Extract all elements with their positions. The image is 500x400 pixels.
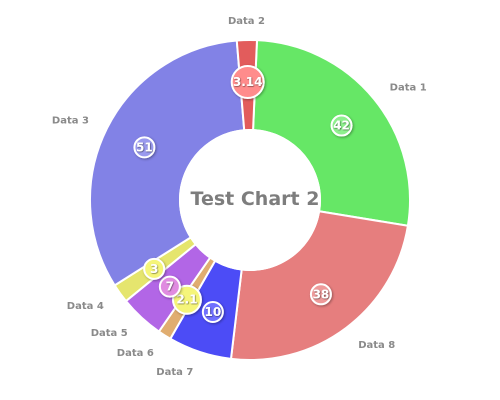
- slice-label-data-4: Data 4: [67, 301, 104, 312]
- donut-hole: [179, 129, 321, 271]
- slice-label-data-6: Data 6: [117, 348, 154, 359]
- value-badge-text: 3: [150, 262, 158, 276]
- slice-label-data-1: Data 1: [390, 82, 427, 93]
- value-badge-circle: [201, 300, 224, 323]
- value-badge-data-1: 42: [330, 114, 353, 137]
- value-badge-circle: [171, 284, 202, 315]
- slice-label-data-2: Data 2: [228, 16, 265, 27]
- value-badge-data-2: 3.14: [230, 65, 265, 100]
- value-badge-circle: [133, 136, 156, 159]
- value-badge-circle: [143, 257, 166, 280]
- value-badge-text: 38: [313, 287, 330, 301]
- value-badge-text: 10: [204, 305, 221, 319]
- value-badge-text: 2.1: [176, 293, 197, 307]
- value-badge-circle: [230, 65, 265, 100]
- value-badge-text: 3.14: [233, 75, 263, 89]
- slice-label-data-7: Data 7: [156, 367, 193, 378]
- value-badge-data-7: 10: [201, 300, 224, 323]
- value-badge-text: 51: [136, 140, 153, 154]
- value-badges-group: 42 38 10 2.173 51 3.14: [133, 65, 353, 323]
- slice-label-data-5: Data 5: [91, 328, 128, 339]
- slice-label-data-3: Data 3: [52, 116, 89, 127]
- value-badge-circle: [309, 283, 332, 306]
- value-badge-data-4: 3: [143, 257, 166, 280]
- value-badge-data-8: 38: [309, 283, 332, 306]
- value-badge-data-5: 7: [158, 275, 181, 298]
- value-badge-circle: [330, 114, 353, 137]
- slice-label-data-8: Data 8: [358, 340, 395, 351]
- value-badge-text: 42: [333, 119, 350, 133]
- value-badge-data-3: 51: [133, 136, 156, 159]
- value-badge-text: 7: [166, 280, 174, 294]
- value-badge-circle: [158, 275, 181, 298]
- value-badge-data-6: 2.1: [171, 284, 202, 315]
- chart-title: Test Chart 2: [191, 188, 320, 210]
